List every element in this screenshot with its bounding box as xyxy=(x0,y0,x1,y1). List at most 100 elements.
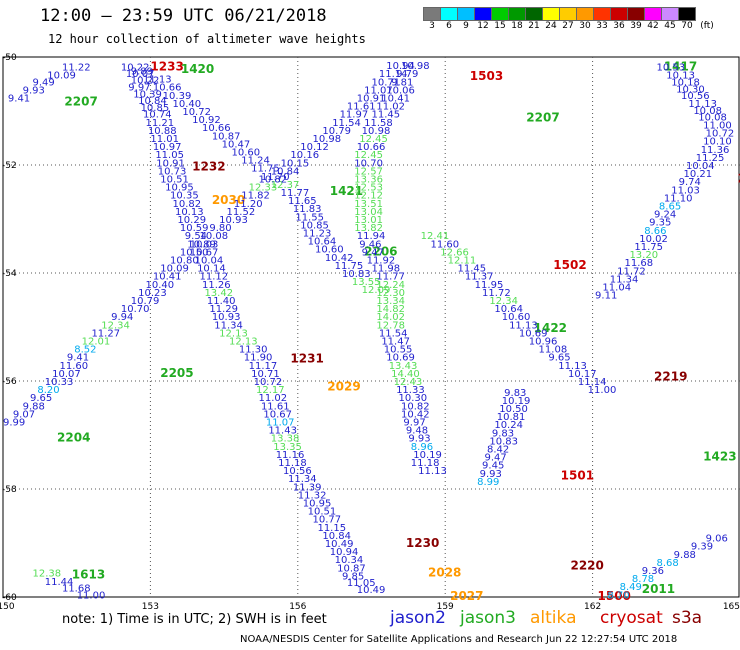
wave-height-value: 10.40 xyxy=(173,99,202,110)
pass-time-label: 1420 xyxy=(181,62,214,76)
wave-height-value: 10.64 xyxy=(308,237,337,248)
wave-height-value: 11.61 xyxy=(347,102,376,113)
wave-height-value: 10.07 xyxy=(52,369,81,380)
wave-height-value: 10.83 xyxy=(342,269,371,280)
wave-height-value: 9.35 xyxy=(649,218,671,229)
wave-height-value: 9.83 xyxy=(492,428,514,439)
wave-height-value: 10.95 xyxy=(303,499,332,510)
wave-height-value: 10.24 xyxy=(494,420,523,431)
wave-height-value: 12.41 xyxy=(421,231,450,242)
legend-label: 70 xyxy=(681,21,693,31)
wave-height-value: 10.66 xyxy=(202,123,231,134)
wave-height-value: 11.34 xyxy=(610,274,639,285)
wave-height-value: 11.17 xyxy=(249,361,278,372)
satellite-s3a: s3a xyxy=(672,608,703,628)
wave-height-value: 10.96 xyxy=(529,337,558,348)
pass-time-label: 1422 xyxy=(534,321,567,335)
wave-height-value: 11.04 xyxy=(602,283,631,294)
wave-height-value: 12.24 xyxy=(376,280,405,291)
satellite-jason3: jason3 xyxy=(460,608,516,628)
wave-height-value: 10.34 xyxy=(335,555,364,566)
legend-label: 9 xyxy=(463,21,469,31)
wave-height-value: 11.32 xyxy=(298,490,327,501)
wave-height-value: 10.30 xyxy=(399,393,428,404)
pass-time-label: 2027 xyxy=(450,589,483,603)
wave-height-value: 8.42 xyxy=(487,445,509,456)
wave-height-value: 11.02 xyxy=(258,393,287,404)
wave-height-value: 11.24 xyxy=(241,156,270,167)
wave-height-value: 10.69 xyxy=(519,328,548,339)
wave-height-value: 10.82 xyxy=(173,199,202,210)
color-legend xyxy=(423,6,696,25)
wave-height-value: 11.13 xyxy=(688,99,717,110)
y-tick-label: -50 xyxy=(2,53,17,63)
wave-height-value: 9.97 xyxy=(128,83,150,94)
wave-height-value: 11.08 xyxy=(539,345,568,356)
wave-height-value: 12.34 xyxy=(489,296,518,307)
wave-height-value: 10.82 xyxy=(258,175,287,186)
satellite-cryosat: cryosat xyxy=(600,608,663,628)
wave-height-value: 10.41 xyxy=(153,272,182,283)
x-tick-label: 153 xyxy=(142,602,159,612)
wave-height-value: 11.34 xyxy=(214,320,243,331)
wave-height-value: 10.72 xyxy=(254,377,283,388)
y-tick-label: -60 xyxy=(2,593,17,603)
legend-label: 30 xyxy=(579,21,591,31)
wave-height-value: 8.68 xyxy=(656,558,678,569)
wave-height-value: 10.70 xyxy=(354,158,383,169)
wave-height-value: 11.34 xyxy=(288,474,317,485)
wave-height-value: 10.91 xyxy=(156,158,185,169)
wave-height-value: 8.20 xyxy=(37,385,59,396)
wave-height-value: 10.16 xyxy=(290,150,319,161)
wave-height-value: 9.65 xyxy=(548,353,570,364)
wave-height-value: 10.66 xyxy=(153,83,182,94)
wave-height-value: 11.44 xyxy=(45,577,74,588)
wave-height-value: 11.40 xyxy=(207,296,236,307)
wave-height-value: 10.06 xyxy=(386,85,415,96)
wave-height-value: 10.14 xyxy=(197,264,226,275)
wave-height-value: 10.59 xyxy=(180,223,209,234)
wave-height-value: 10.80 xyxy=(170,256,199,267)
x-tick-label: 150 xyxy=(0,602,15,612)
wave-height-value: 13.35 xyxy=(273,442,302,453)
wave-height-value: 10.29 xyxy=(177,215,206,226)
wave-height-value: 9.06 xyxy=(706,534,728,545)
wave-height-value: 12.09 xyxy=(362,285,391,296)
legend-label: 36 xyxy=(613,21,625,31)
wave-height-value: 10.51 xyxy=(160,175,189,186)
wave-height-value: 10.13 xyxy=(666,70,695,81)
wave-height-value: 10.39 xyxy=(163,91,192,102)
wave-height-value: 13.36 xyxy=(354,175,383,186)
wave-height-value: 11.90 xyxy=(244,353,273,364)
pass-time-label: 2011 xyxy=(642,582,675,596)
wave-height-value: 8.70 xyxy=(607,590,629,601)
color-legend-labels: 3 6 9 12 15 18 21 24 27 30 33 36 39 42 45 70 (ft) xyxy=(423,21,740,33)
wave-height-value: 11.01 xyxy=(150,134,179,145)
wave-height-value: 10.72 xyxy=(182,107,211,118)
wave-height-value: 9.85 xyxy=(342,571,364,582)
wave-height-value: 10.15 xyxy=(281,158,310,169)
wave-height-value: 10.21 xyxy=(683,169,712,180)
legend-label: 45 xyxy=(664,21,676,31)
wave-height-value: 10.94 xyxy=(330,547,359,558)
wave-height-value: 11.30 xyxy=(239,345,268,356)
wave-height-value: 10.73 xyxy=(158,166,187,177)
legend-label: 33 xyxy=(596,21,608,31)
wave-height-value: 10.35 xyxy=(170,191,199,202)
wave-height-value: 9.97 xyxy=(403,418,425,429)
wave-height-value: 12.33 xyxy=(249,183,278,194)
wave-height-value: 11.13 xyxy=(418,466,447,477)
wave-height-value: 10.70 xyxy=(121,304,150,315)
wave-height-value: 11.16 xyxy=(276,450,305,461)
wave-height-value: 10.07 xyxy=(126,69,155,80)
wave-height-value: 10.42 xyxy=(401,409,430,420)
chart-title: 12:00 – 23:59 UTC 06/21/2018 xyxy=(40,6,327,26)
legend-label: (ft) xyxy=(700,21,714,31)
wave-height-value: 10.30 xyxy=(676,84,705,95)
wave-height-value: 10.49 xyxy=(325,539,354,550)
wave-height-value: 10.09 xyxy=(160,264,189,275)
pass-time-label: 2206 xyxy=(364,244,397,258)
wave-height-value: 11.58 xyxy=(364,118,393,129)
wave-height-value: 10.60 xyxy=(231,148,260,159)
wave-height-value: 11.29 xyxy=(209,304,238,315)
